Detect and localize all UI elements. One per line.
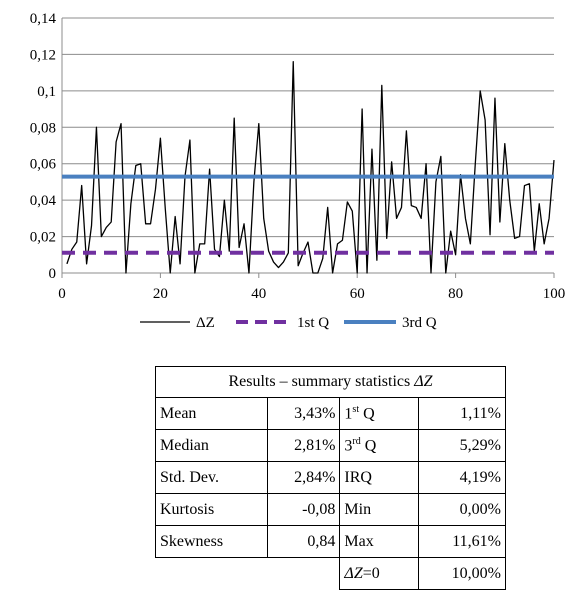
stat-label: Std. Dev. <box>154 461 269 494</box>
stat-label-2: IRQ <box>339 461 419 494</box>
stat-value: -0,08 <box>267 493 341 526</box>
line-chart: 0 0,02 0,04 0,06 0,08 0,1 0,12 0,14 0 20 40 60 80 10… <box>30 11 566 331</box>
y-axis-tick-labels: 0 0,02 0,04 0,06 0,08 0,1 0,12 0,14 <box>30 11 57 282</box>
stat-label-2: ΔZ=0 <box>339 557 419 590</box>
stat-value-2: 5,29% <box>418 429 506 462</box>
y-tick-label: 0 <box>49 266 57 282</box>
stat-value-2: 0,00% <box>418 493 506 526</box>
gridlines <box>62 17 554 238</box>
stat-label: Mean <box>154 397 269 430</box>
table-row: Median 2,81% 3rd Q 5,29% <box>154 429 506 462</box>
empty-cell <box>156 558 268 590</box>
stat-value: 3,43% <box>267 397 341 430</box>
table-title: Results – summary statistics ΔZ <box>155 366 506 398</box>
x-tick-label: 40 <box>251 286 266 302</box>
y-tick-label: 0,04 <box>30 193 57 209</box>
table-title-var: ΔZ <box>414 373 433 390</box>
stat-label: Skewness <box>154 525 269 558</box>
table-title-prefix: Results – summary statistics <box>228 373 415 390</box>
stat-value-2: 4,19% <box>418 461 506 494</box>
x-tick-label: 60 <box>350 286 365 302</box>
x-axis-tick-labels: 0 20 40 60 80 100 <box>58 286 565 302</box>
table-title-row: Results – summary statistics ΔZ <box>155 366 506 398</box>
x-tick-label: 80 <box>448 286 463 302</box>
y-tick-label: 0,14 <box>30 11 57 27</box>
y-tick-label: 0,1 <box>37 84 56 100</box>
legend: ΔZ 1st Q 3rd Q <box>140 315 437 331</box>
y-tick-label: 0,08 <box>30 120 56 136</box>
x-tick-label: 20 <box>153 286 168 302</box>
stat-value: 0,84 <box>267 525 341 558</box>
legend-label-2: 3rd Q <box>402 315 437 331</box>
stat-value: 2,81% <box>267 429 341 462</box>
x-tick-label: 100 <box>543 286 566 302</box>
legend-label-0: ΔZ <box>196 315 215 331</box>
table-row: Std. Dev. 2,84% IRQ 4,19% <box>154 461 506 494</box>
table-row: Kurtosis -0,08 Min 0,00% <box>154 493 506 526</box>
table-row: Mean 3,43% 1st Q 1,11% <box>154 397 506 430</box>
stat-value-2: 10,00% <box>418 557 506 590</box>
series-line-0 <box>66 61 555 274</box>
series-lines <box>62 61 555 274</box>
stat-value-2: 1,11% <box>418 397 506 430</box>
stat-label: Kurtosis <box>154 493 269 526</box>
table-row: ΔZ=0 10,00% <box>156 557 506 590</box>
legend-label-1: 1st Q <box>297 315 329 331</box>
x-tick-label: 0 <box>58 286 66 302</box>
axes <box>61 18 555 278</box>
y-tick-label: 0,12 <box>30 47 56 63</box>
table-row: Skewness 0,84 Max 11,61% <box>154 525 506 558</box>
stat-label-2: 3rd Q <box>339 429 419 462</box>
stat-value-2: 11,61% <box>418 525 506 558</box>
stat-label-2: 1st Q <box>339 397 419 430</box>
summary-statistics-table: Results – summary statistics ΔZ Mean 3,4… <box>154 366 506 590</box>
stat-value: 2,84% <box>267 461 341 494</box>
y-tick-label: 0,02 <box>30 230 56 246</box>
stat-label: Median <box>154 429 269 462</box>
empty-cell <box>268 558 340 590</box>
stat-label-2: Min <box>339 493 419 526</box>
stat-label-2: Max <box>339 525 419 558</box>
y-tick-label: 0,06 <box>30 157 57 173</box>
